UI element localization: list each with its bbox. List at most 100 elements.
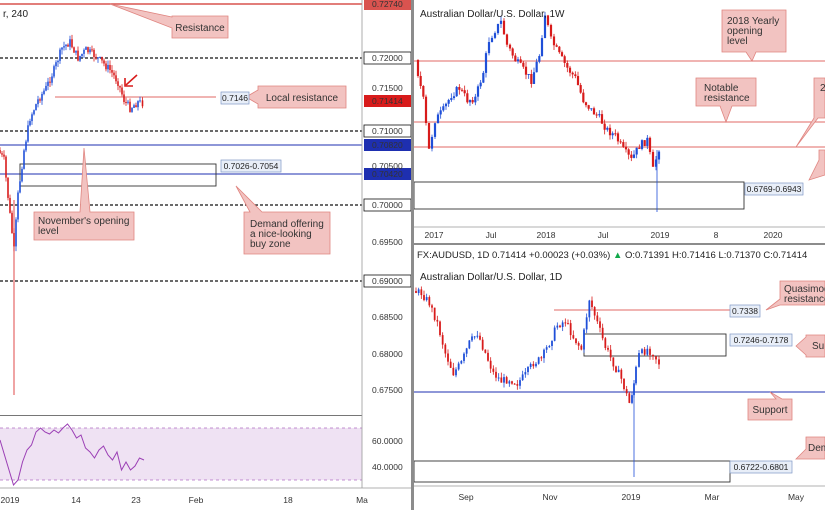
resistance-callout-label: Resistance <box>175 23 225 34</box>
candle <box>75 50 77 56</box>
candle <box>43 88 45 96</box>
candle <box>439 106 442 119</box>
price-tick: 0.70820 <box>364 139 411 151</box>
rsi-line <box>0 423 145 486</box>
candle <box>500 372 503 383</box>
weekly-panel-title: Australian Dollar/U.S. Dollar, 1W <box>420 9 565 20</box>
candle <box>564 318 567 327</box>
h4-panel-title: r, 240 <box>3 9 28 20</box>
candle <box>582 89 585 104</box>
candle <box>585 313 588 334</box>
candle <box>17 190 19 223</box>
daily-candles <box>415 286 660 477</box>
local-resistance-value-box <box>220 91 250 105</box>
daily-su-callout-label: Su <box>812 341 824 352</box>
candle <box>584 101 588 108</box>
candle <box>563 54 566 68</box>
candle <box>79 55 81 63</box>
time-tick-label: Mar <box>705 492 720 502</box>
candle <box>657 150 661 164</box>
candle <box>551 340 553 351</box>
daily-chart-panel[interactable]: 0.7338 0.7246-0.7178 0.6722-0.6801 Quasi… <box>414 263 825 510</box>
candle <box>67 43 69 47</box>
price-tick: 0.69000 <box>363 274 411 288</box>
candle <box>492 365 495 375</box>
candle <box>61 47 63 55</box>
candle <box>47 77 49 91</box>
candle <box>508 379 511 387</box>
price-tick-label: 0.70820 <box>372 140 403 150</box>
candle <box>580 344 583 351</box>
candle <box>558 45 561 54</box>
candle <box>546 14 550 27</box>
candle <box>444 102 448 110</box>
candle <box>105 60 107 72</box>
svg-text:a nice-looking: a nice-looking <box>250 229 312 240</box>
price-tick-label: 0.68500 <box>372 312 403 322</box>
candle <box>567 319 569 325</box>
candle <box>537 356 540 365</box>
weekly-chart[interactable]: 2018 Yearly opening level Notable resist… <box>414 0 825 243</box>
candle <box>99 56 101 59</box>
candle <box>133 103 135 109</box>
time-tick-label: 8 <box>714 230 719 240</box>
price-tick: 0.71000 <box>363 124 411 138</box>
candle <box>540 35 544 57</box>
candle <box>527 73 530 79</box>
candle <box>640 139 644 151</box>
candle <box>505 33 509 48</box>
candle <box>606 126 609 132</box>
candle <box>484 349 487 354</box>
time-tick-label: 2019 <box>622 492 641 502</box>
candle <box>614 129 617 137</box>
candle <box>635 147 638 159</box>
candle <box>513 383 516 385</box>
candle <box>135 102 137 108</box>
daily-dem-callout: Dem <box>795 436 825 460</box>
candle <box>468 340 471 350</box>
candle <box>460 360 463 365</box>
rsi-tick-label: 40.0000 <box>372 462 403 472</box>
candle <box>57 59 59 68</box>
candle <box>583 327 585 353</box>
support-callout-label: Support <box>752 405 787 416</box>
candle <box>101 56 103 64</box>
candle <box>555 43 558 48</box>
candle <box>439 320 441 337</box>
candle <box>89 46 91 55</box>
daily-chart[interactable]: 0.7338 0.7246-0.7178 0.6722-0.6801 Quasi… <box>414 263 825 510</box>
candle <box>127 99 129 105</box>
candle <box>9 194 11 214</box>
candle <box>529 362 532 370</box>
candle <box>516 56 520 64</box>
candle <box>532 361 535 369</box>
weekly-chart-panel[interactable]: 2018 Yearly opening level Notable resist… <box>414 0 825 243</box>
candle <box>559 324 561 328</box>
candle <box>487 37 491 56</box>
candle <box>91 45 93 53</box>
candle <box>635 365 637 386</box>
yearly-opening-callout-label: 2018 Yearly <box>727 16 779 27</box>
candle <box>496 23 500 35</box>
price-tick-label: 0.71500 <box>372 83 403 93</box>
daily-demand-value-box <box>729 460 793 474</box>
candle <box>137 100 139 111</box>
candle <box>3 150 5 160</box>
up-triangle-icon: ▲ <box>612 250 623 261</box>
candle <box>572 330 575 340</box>
price-tick-label: 0.68000 <box>372 349 403 359</box>
time-tick-label: 2020 <box>764 230 783 240</box>
candle <box>479 332 481 341</box>
h4-chart[interactable]: Resistance Local resistance November's o… <box>0 0 411 510</box>
yearly-opening-callout: 2018 Yearly opening level <box>721 9 787 62</box>
candle <box>419 71 422 89</box>
candle <box>476 84 480 101</box>
candle <box>587 104 590 111</box>
demand-zone-value: 0.7026-0.7054 <box>224 161 279 171</box>
time-tick-label: 2019 <box>651 230 670 240</box>
candle <box>625 385 628 397</box>
candle <box>612 357 615 371</box>
h4-chart-panel[interactable]: Resistance Local resistance November's o… <box>0 0 411 510</box>
candle <box>540 355 543 362</box>
candle <box>473 336 476 340</box>
